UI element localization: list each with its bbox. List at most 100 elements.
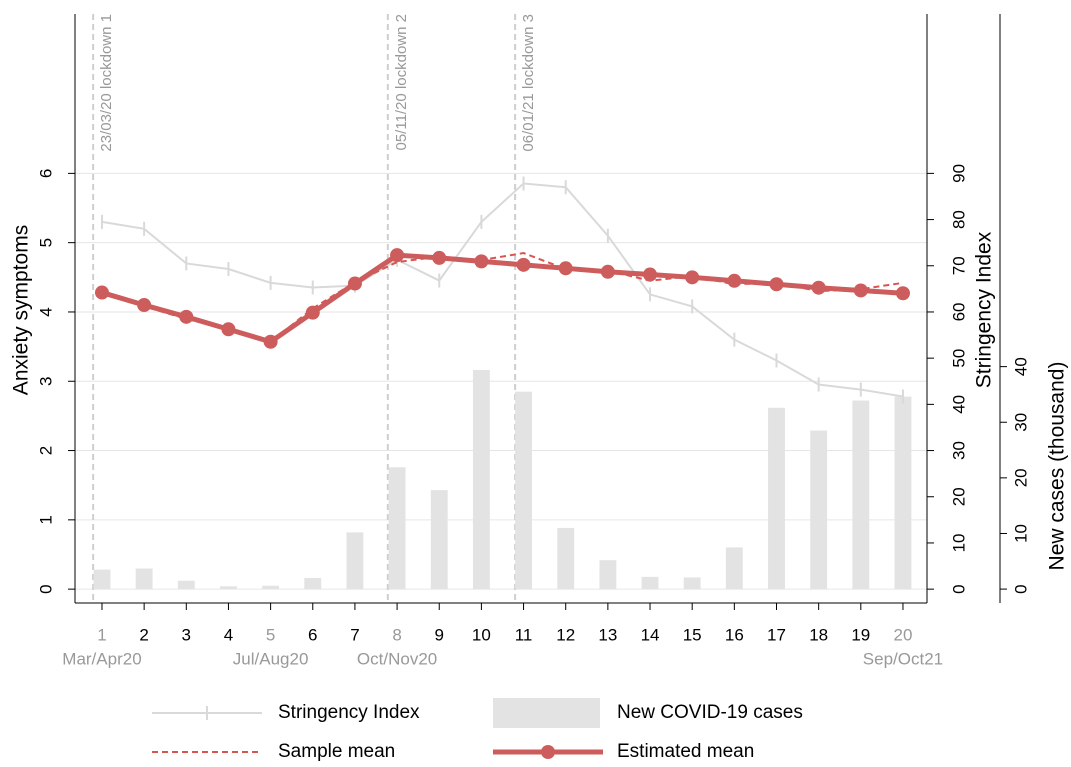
bar [135, 568, 153, 590]
legend-label: Stringency Index [278, 702, 420, 723]
bar [641, 576, 659, 590]
point [516, 257, 531, 272]
lockdown-label: 23/03/20 lockdown 1 [98, 14, 115, 152]
period-label: Sep/Oct21 [863, 649, 943, 668]
lockdown-label: 05/11/20 lockdown 2 [393, 14, 410, 151]
x-tick-label: 16 [725, 625, 744, 644]
y-tick-label: 3 [36, 377, 55, 386]
bar [304, 577, 322, 590]
point [685, 270, 700, 285]
y2-tick-label: 90 [949, 164, 968, 183]
point [474, 254, 489, 269]
y-tick-label: 2 [36, 446, 55, 455]
point [727, 273, 742, 288]
x-tick-label: 2 [139, 625, 148, 644]
bar [388, 467, 406, 590]
bar [725, 547, 743, 590]
y-axis-title: Anxiety symptoms [10, 225, 33, 395]
x-tick-label: 9 [435, 625, 444, 644]
bar [768, 407, 785, 590]
x-tick-label: 12 [556, 625, 575, 644]
y-tick-label: 5 [36, 238, 55, 247]
y3-axis-title: New cases (thousand) [1046, 362, 1069, 571]
x-tick-label: 4 [224, 625, 233, 644]
point [895, 286, 910, 301]
y2-tick-label: 20 [949, 487, 968, 506]
point [558, 261, 573, 276]
bar [262, 585, 280, 590]
point [137, 298, 152, 313]
bar [93, 569, 111, 590]
lockdown-label: 06/01/21 lockdown 3 [520, 14, 537, 152]
bar [894, 396, 912, 590]
y3-tick-label: 0 [1011, 584, 1030, 593]
x-tick-label: 11 [515, 625, 533, 644]
legend-label: Estimated mean [617, 741, 754, 762]
point [305, 305, 320, 320]
point [600, 264, 615, 279]
x-tick-label: 6 [308, 625, 317, 644]
series-line [101, 252, 904, 345]
point [853, 283, 868, 298]
y2-tick-label: 80 [949, 210, 968, 229]
y2-tick-label: 10 [949, 533, 968, 552]
y2-tick-label: 70 [949, 256, 968, 275]
bar [852, 400, 870, 590]
x-tick-label: 8 [392, 625, 401, 644]
x-tick-label: 14 [641, 625, 660, 644]
point [432, 250, 447, 265]
series-line [101, 182, 904, 398]
y3-tick-label: 20 [1011, 468, 1030, 487]
x-tick-label: 18 [809, 625, 828, 644]
bar [810, 430, 828, 590]
y2-tick-label: 60 [949, 303, 968, 322]
point [179, 309, 194, 324]
point [390, 248, 405, 263]
x-tick-label: 13 [598, 625, 617, 644]
x-tick-label: 3 [182, 625, 191, 644]
y-tick-label: 0 [36, 584, 55, 593]
legend-label: Sample mean [278, 741, 395, 762]
x-tick-label: 19 [851, 625, 870, 644]
bar [515, 391, 532, 590]
point [94, 285, 109, 300]
y2-axis-title: Stringency Index [973, 231, 996, 388]
x-tick-label: 1 [97, 625, 106, 644]
y2-tick-label: 40 [949, 395, 968, 414]
bar [557, 527, 575, 590]
x-tick-label: 17 [767, 625, 786, 644]
y2-tick-label: 30 [949, 441, 968, 460]
x-tick-label: 5 [266, 625, 275, 644]
bar [346, 532, 364, 590]
point [263, 334, 278, 349]
y-tick-label: 1 [36, 515, 55, 524]
y3-tick-label: 10 [1011, 524, 1030, 543]
y-tick-label: 6 [36, 169, 55, 178]
period-label: Mar/Apr20 [62, 649, 141, 668]
y2-tick-label: 50 [949, 349, 968, 368]
bar [683, 577, 701, 590]
y2-tick-label: 0 [949, 584, 968, 593]
legend-swatch [493, 698, 600, 728]
point [811, 280, 826, 295]
x-tick-label: 20 [894, 625, 913, 644]
point [221, 322, 236, 337]
legend-label: New COVID-19 cases [617, 702, 803, 723]
period-label: Jul/Aug20 [233, 649, 309, 668]
period-label: Oct/Nov20 [357, 649, 437, 668]
point [347, 276, 362, 291]
x-tick-label: 10 [472, 625, 491, 644]
bar [472, 369, 490, 590]
bar [599, 560, 617, 590]
y3-tick-label: 40 [1011, 357, 1030, 376]
bar [430, 490, 448, 590]
y-tick-label: 4 [36, 307, 55, 316]
y3-tick-label: 30 [1011, 413, 1030, 432]
bar [177, 580, 195, 590]
x-tick-label: 7 [350, 625, 359, 644]
legend-marker [541, 745, 555, 759]
point [643, 267, 658, 282]
point [769, 277, 784, 292]
x-tick-label: 15 [683, 625, 702, 644]
